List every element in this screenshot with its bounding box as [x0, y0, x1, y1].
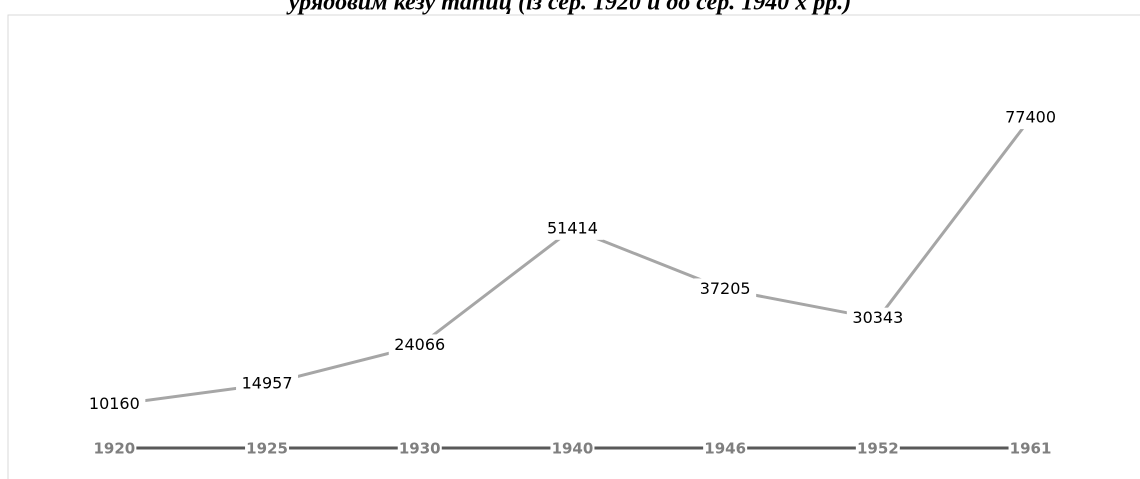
data-label-bg — [388, 334, 451, 357]
x-tick-label: 1930 — [399, 440, 441, 458]
x-label-bg — [703, 438, 748, 458]
data-label-bg — [694, 278, 757, 301]
x-label-bg — [550, 438, 595, 458]
data-label-bg — [846, 307, 909, 330]
x-label-bg — [855, 438, 900, 458]
x-tick-label: 1961 — [1010, 440, 1052, 458]
x-tick-label: 1946 — [704, 440, 746, 458]
line-series — [114, 117, 1032, 407]
data-label: 30343 — [852, 308, 903, 327]
chart-title: урядовим кезу тапиц (із сер. 1920 й до с… — [286, 0, 851, 16]
data-label: 24066 — [394, 335, 445, 354]
data-label: 77400 — [1005, 108, 1056, 127]
data-label: 37205 — [700, 279, 751, 298]
x-tick-label: 1952 — [857, 440, 899, 458]
x-label-bg — [1008, 438, 1053, 458]
data-label: 51414 — [547, 218, 598, 237]
x-tick-label: 1925 — [246, 440, 288, 458]
data-label: 14957 — [242, 374, 293, 393]
x-label-bg — [397, 438, 442, 458]
data-label-bg — [83, 393, 146, 416]
x-tick-label: 1920 — [93, 440, 135, 458]
data-label-bg — [541, 217, 604, 240]
x-tick-label: 1940 — [552, 440, 594, 458]
data-label: 10160 — [89, 394, 140, 413]
chart-frame — [7, 14, 1140, 479]
data-label-bg — [999, 107, 1062, 130]
data-label-bg — [236, 373, 299, 396]
x-label-bg — [245, 438, 290, 458]
x-label-bg — [92, 438, 137, 458]
